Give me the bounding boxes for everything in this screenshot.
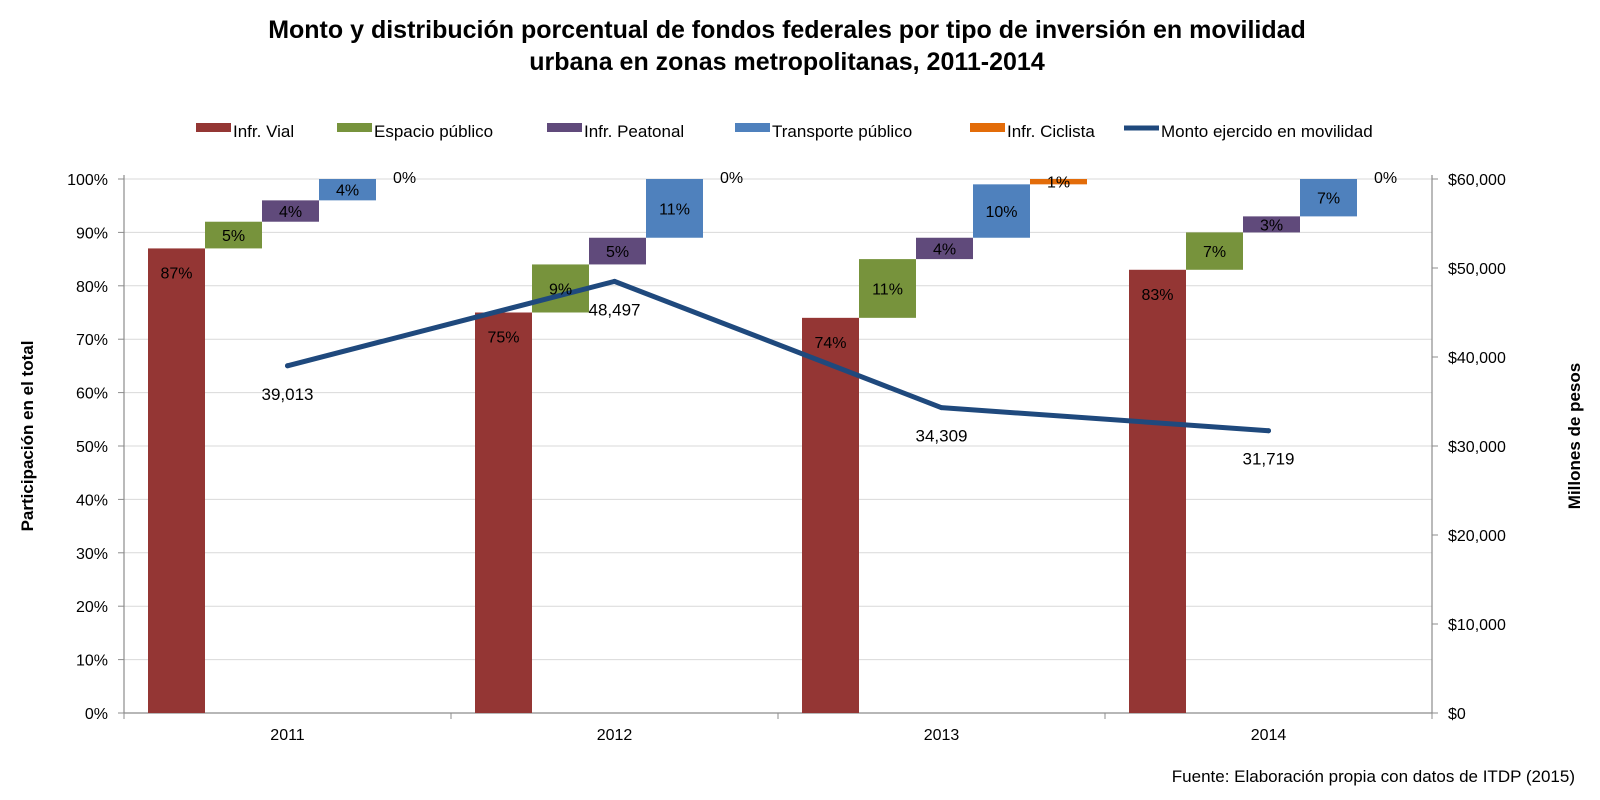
bar-data-label: 11% (659, 201, 690, 218)
bar-data-label: 5% (222, 228, 245, 245)
bar-data-label: 74% (814, 335, 846, 352)
x-tick-label: 2014 (1251, 727, 1287, 744)
amount-line-point (612, 278, 617, 284)
amount-data-label: 48,497 (589, 300, 641, 319)
bar-infr-peatonal-2011 (262, 200, 319, 222)
bar-infr-ciclista-2013 (1030, 179, 1087, 185)
y-left-tick-label: 100% (67, 172, 108, 189)
y-right-tick-label: $50,000 (1448, 261, 1506, 278)
bar-infr-peatonal-2013 (916, 237, 973, 260)
y-right-tick-label: $20,000 (1448, 528, 1506, 545)
legend-label: Infr. Vial (233, 122, 294, 141)
bar-espacio-p-blico-2011 (205, 221, 262, 249)
y-left-tick-label: 80% (76, 279, 108, 296)
bar-data-label: 7% (1317, 191, 1340, 208)
bar-transporte-p-blico-2014 (1300, 179, 1357, 217)
y-right-tick-label: $40,000 (1448, 350, 1506, 367)
bar-espacio-p-blico-2014 (1186, 232, 1243, 270)
chart-title-line-1: Monto y distribución porcentual de fondo… (268, 16, 1306, 44)
source-note: Fuente: Elaboración propia con datos de … (1172, 767, 1575, 786)
bar-infr-peatonal-2014 (1243, 216, 1300, 233)
bar-data-label: 4% (336, 183, 359, 200)
bar-data-label: 0% (393, 170, 416, 187)
legend-swatch (735, 123, 770, 132)
y-left-tick-label: 0% (85, 706, 108, 723)
x-tick-label: 2013 (924, 727, 960, 744)
bar-transporte-p-blico-2011 (319, 179, 376, 201)
bar-data-label: 9% (549, 281, 572, 298)
y-left-tick-label: 20% (76, 599, 108, 616)
y-right-tick-label: $10,000 (1448, 617, 1506, 634)
legend-label: Infr. Ciclista (1007, 122, 1095, 141)
amount-data-label: 31,719 (1243, 450, 1295, 469)
y-left-tick-label: 10% (76, 653, 108, 670)
amount-line-point (1266, 428, 1271, 434)
x-tick-label: 2011 (270, 727, 305, 744)
bar-infr-peatonal-2012 (589, 237, 646, 265)
x-tick-label: 2012 (597, 727, 633, 744)
amount-data-label: 39,013 (262, 385, 314, 404)
y-left-tick-label: 90% (76, 225, 108, 242)
y-right-tick-label: $0 (1448, 706, 1466, 723)
bar-transporte-p-blico-2013 (973, 184, 1030, 238)
y-left-tick-label: 70% (76, 332, 108, 349)
legend-label: Transporte público (772, 122, 912, 141)
bar-series (148, 179, 1357, 714)
y-axis-right-title: Millones de pesos (1565, 363, 1584, 509)
y-left-tick-label: 50% (76, 439, 108, 456)
bar-data-label: 0% (1374, 170, 1397, 187)
chart-title-line-2: urbana en zonas metropolitanas, 2011-201… (529, 48, 1045, 76)
bar-transporte-p-blico-2012 (646, 179, 703, 238)
axes: 0% 10% 20% 30% 40% 50% 60% 70% 80% 90% 100% $0 $10,0… (67, 172, 1506, 744)
legend: Infr. Vial Espacio público Infr. Peatonal T… (196, 122, 1373, 141)
bar-data-label: 4% (933, 241, 956, 258)
bar-data-label: 4% (279, 204, 302, 221)
bar-infr-vial-2014 (1129, 269, 1186, 713)
legend-label: Espacio público (374, 122, 493, 141)
bar-data-label: 87% (160, 265, 192, 282)
bar-infr-vial-2011 (148, 248, 205, 714)
bar-data-label: 1% (1047, 175, 1070, 192)
bar-data-label: 83% (1141, 287, 1173, 304)
bar-data-label: 11% (872, 281, 903, 298)
amount-line-point (285, 363, 290, 369)
bar-data-label: 3% (1260, 217, 1283, 234)
y-right-tick-label: $30,000 (1448, 439, 1506, 456)
amount-line (285, 278, 1271, 434)
bar-data-label: 7% (1203, 244, 1226, 261)
bar-data-label: 10% (985, 204, 1017, 221)
y-right-tick-label: $60,000 (1448, 172, 1506, 189)
bar-infr-vial-2013 (802, 317, 859, 713)
y-left-tick-label: 60% (76, 386, 108, 403)
y-left-tick-label: 40% (76, 492, 108, 509)
legend-label: Infr. Peatonal (584, 122, 684, 141)
amount-line-point (939, 405, 944, 411)
legend-swatch (196, 123, 231, 132)
bar-data-label: 5% (606, 244, 629, 261)
bar-infr-vial-2012 (475, 312, 532, 713)
amount-line-series (285, 278, 1271, 434)
legend-swatch (970, 123, 1005, 132)
amount-data-label: 34,309 (916, 427, 968, 446)
legend-swatch (337, 123, 372, 132)
bar-data-label: 75% (487, 330, 519, 347)
bar-data-label: 0% (720, 170, 743, 187)
y-axis-left-title: Participación en el total (18, 341, 37, 532)
legend-label: Monto ejercido en movilidad (1161, 122, 1373, 141)
legend-swatch (547, 123, 582, 132)
data-labels: 87% 5% 4% 4% 0% 75% 9% 5% 11% 0% 74% 11% 4% 10% 1% 83% 7… (160, 170, 1397, 469)
chart-title: Monto y distribución porcentual de fondo… (268, 16, 1306, 76)
y-left-tick-label: 30% (76, 546, 108, 563)
bar-espacio-p-blico-2013 (859, 259, 916, 318)
